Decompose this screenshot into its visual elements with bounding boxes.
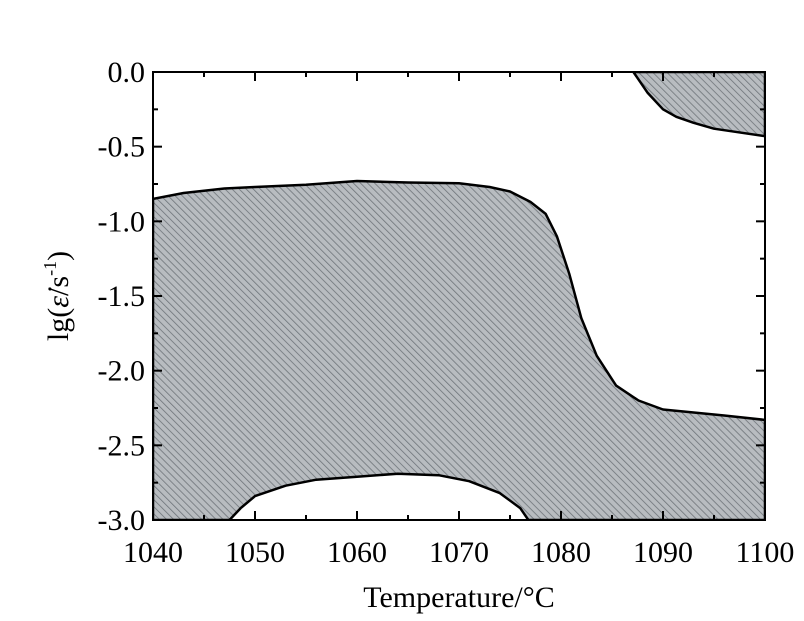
- y-axis-title-unit: /s: [42, 276, 75, 296]
- x-tick-label: 1070: [429, 536, 489, 569]
- x-tick-label: 1100: [736, 536, 795, 569]
- y-axis-title-suffix: ): [42, 251, 75, 261]
- y-tick-label: -3.0: [98, 504, 146, 537]
- x-tick-label: 1060: [327, 536, 387, 569]
- x-tick-label: 1080: [531, 536, 591, 569]
- ticks-layer: [152, 71, 766, 521]
- y-axis-title-text: lg(ε̇/s-1): [40, 251, 75, 341]
- y-axis-title-exponent: -1: [40, 261, 60, 276]
- y-tick-label: -1.0: [98, 205, 146, 238]
- y-tick-label: 0.0: [108, 56, 146, 89]
- x-axis-title: Temperature/°C: [363, 581, 554, 614]
- y-tick-label: -0.5: [98, 131, 146, 164]
- y-tick-label: -1.5: [98, 280, 146, 313]
- lower-left-region: [153, 179, 765, 520]
- y-tick-label: -2.0: [98, 355, 146, 388]
- y-tick-label: -2.5: [98, 429, 146, 462]
- y-axis-title: lg(ε̇/s-1): [40, 251, 75, 341]
- tick-labels-layer: 1040 1050 1060 1070 1080 1090 1100 0.0 -0.5 -1.0 -…: [98, 56, 795, 569]
- upper-right-region: [632, 72, 765, 138]
- x-tick-label: 1040: [123, 536, 183, 569]
- x-tick-label: 1050: [225, 536, 285, 569]
- regions-layer: [153, 72, 765, 520]
- x-tick-label: 1090: [633, 536, 693, 569]
- y-axis-title-prefix: lg(: [42, 308, 75, 341]
